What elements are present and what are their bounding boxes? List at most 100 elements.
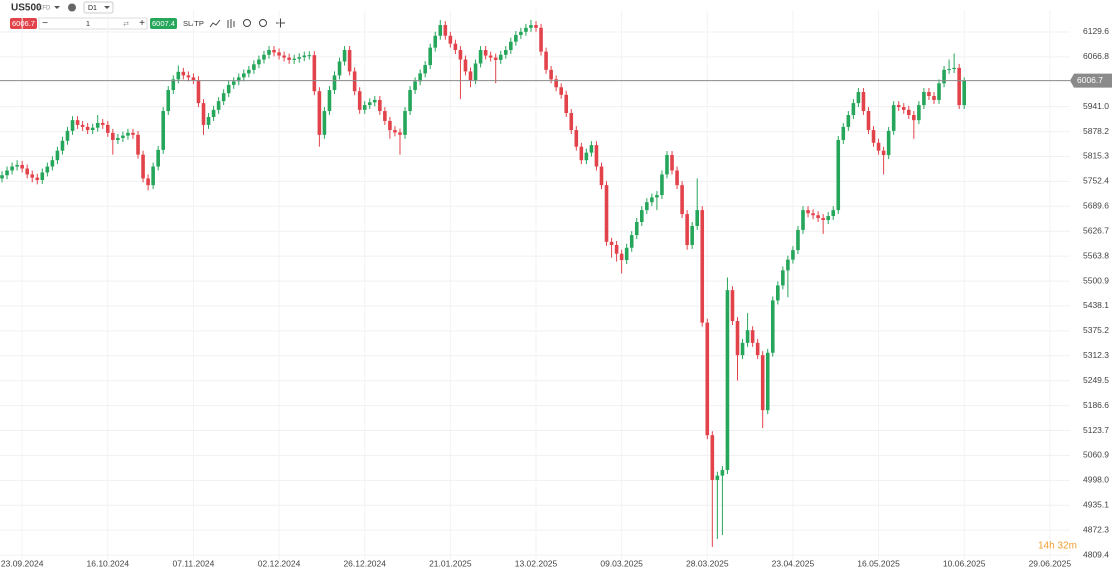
x-tick-label: 10.06.2025	[943, 558, 986, 568]
info-icon[interactable]	[68, 3, 76, 12]
candle-body	[634, 221, 639, 236]
x-tick-label: 23.09.2024	[1, 558, 44, 568]
candle-body	[40, 172, 45, 180]
x-tick-label: 02.12.2024	[258, 558, 301, 568]
y-tick-label: 5123.7	[1083, 425, 1109, 435]
grid	[0, 10, 1070, 560]
candle-body	[569, 113, 574, 131]
candle-body	[619, 253, 624, 261]
candle-body	[599, 166, 604, 186]
candle-body	[624, 247, 629, 261]
candle-body	[362, 105, 367, 110]
candle-body	[448, 35, 453, 44]
candle-body	[287, 57, 291, 60]
candle-body	[524, 27, 528, 32]
candle-body	[131, 132, 135, 135]
zoom-in-icon[interactable]	[259, 19, 267, 27]
candle-body	[413, 81, 417, 91]
candle-body	[408, 90, 412, 112]
x-tick-label: 23.04.2025	[772, 558, 815, 568]
candle-body	[186, 75, 191, 78]
candle-body	[846, 115, 851, 127]
candle-body	[579, 146, 584, 161]
candle-body	[458, 50, 463, 60]
swap-icon[interactable]: ⇄	[123, 21, 129, 28]
candle-body	[45, 166, 50, 173]
candle-body	[126, 132, 130, 136]
candle-body	[342, 50, 347, 62]
y-tick-label: 5626.7	[1083, 225, 1109, 235]
candle-body	[383, 111, 387, 121]
symbol-dropdown[interactable]	[54, 6, 60, 9]
candle-body	[453, 43, 458, 51]
candle-body	[942, 69, 946, 84]
candle-body	[191, 77, 196, 81]
x-tick-label: 16.10.2024	[87, 558, 130, 568]
buy-button[interactable]	[150, 18, 177, 29]
candle-body	[529, 25, 533, 28]
candle-body	[514, 34, 518, 42]
candle-body	[584, 152, 589, 161]
y-tick-label: 5563.8	[1083, 250, 1109, 260]
candle-body	[801, 210, 805, 230]
candle-body	[841, 126, 846, 140]
candle-body	[932, 95, 936, 100]
candle-body	[765, 352, 770, 411]
timeframe-select[interactable]	[83, 1, 114, 14]
candle-body	[574, 130, 579, 147]
candle-body	[423, 65, 427, 74]
candle-body	[927, 92, 931, 96]
indicators-icon[interactable]	[227, 19, 235, 28]
candle-body	[297, 57, 302, 59]
candle-body	[463, 59, 468, 72]
candle-body	[821, 218, 825, 221]
volume-input[interactable]	[38, 17, 148, 30]
candle-body	[770, 300, 775, 353]
candle-body	[937, 83, 941, 100]
candle-body	[881, 150, 886, 156]
ask-price: 6007.4	[152, 19, 175, 28]
candle-body	[141, 154, 145, 179]
candle-body	[670, 155, 674, 171]
candle-body	[655, 195, 659, 198]
candle-body	[403, 111, 407, 135]
chart-type-icon[interactable]	[209, 19, 221, 28]
crosshair-icon[interactable]	[276, 18, 285, 28]
candle-body	[509, 41, 513, 51]
candle-body	[604, 185, 609, 242]
symbol[interactable]: US500	[11, 3, 42, 14]
candle-body	[332, 75, 337, 91]
sell-button[interactable]	[10, 18, 37, 29]
volume: 1	[86, 19, 90, 28]
candle-body	[675, 170, 679, 186]
candle-body	[433, 35, 438, 48]
candle-body	[952, 67, 956, 70]
candle-body	[252, 64, 256, 70]
plus-button[interactable]: +	[139, 18, 145, 29]
candle-body	[146, 178, 150, 186]
candle-body	[715, 475, 720, 480]
y-tick-label: 4998.0	[1083, 475, 1109, 485]
candle-body	[856, 92, 861, 104]
candle-body	[776, 285, 780, 301]
candle-body	[473, 63, 478, 81]
y-tick-label: 5375.2	[1083, 325, 1109, 335]
candle-body	[866, 111, 871, 131]
candle-body	[272, 50, 276, 53]
candle-body	[247, 69, 251, 74]
candle-body	[896, 105, 901, 108]
candle-body	[428, 47, 433, 66]
candle-body	[282, 55, 286, 58]
candle-body	[181, 71, 186, 76]
minus-button[interactable]: −	[42, 18, 48, 29]
candle-body	[705, 322, 710, 436]
candle-body	[559, 87, 563, 95]
candle-body	[503, 50, 508, 55]
candle-body	[876, 142, 881, 151]
candle-body	[75, 120, 80, 125]
candle-body	[755, 342, 760, 356]
candle-body	[690, 225, 694, 245]
zoom-out-icon[interactable]	[243, 19, 251, 27]
candle-body	[740, 342, 745, 356]
